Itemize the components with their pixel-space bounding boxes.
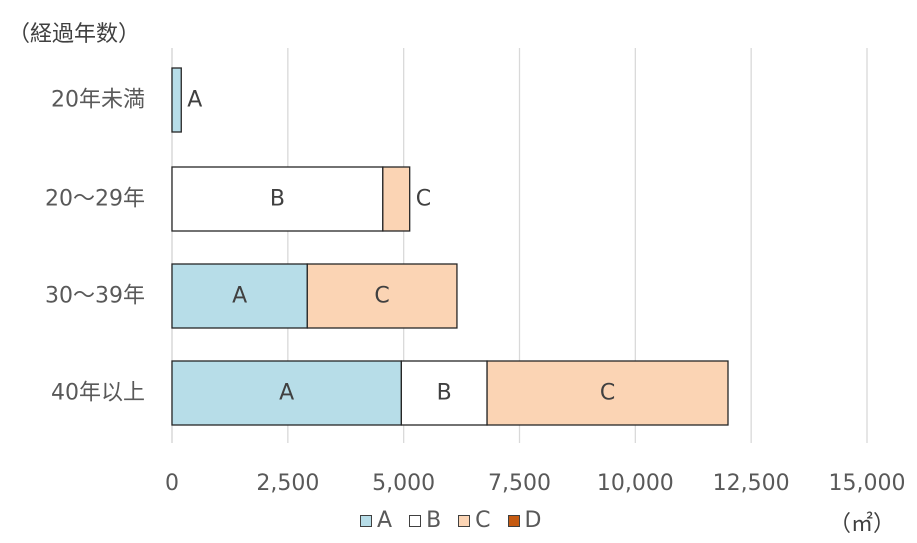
legend-label-c: C [475,508,491,533]
legend-item-a: A [360,508,392,533]
bar-segment-label: C [600,381,615,406]
bar-segment-label: A [279,381,294,406]
category-label: 40年以上 [51,381,145,406]
bar-segment [171,166,384,232]
category-labels: 20年未満 20〜29年 30〜39年 40年以上 [45,88,145,406]
bars: A B C A C A B C [171,67,729,426]
bar-segment-label: C [374,284,389,309]
bar-segment [306,263,458,329]
bar-segment-label: C [416,187,431,212]
category-label: 20〜29年 [45,187,145,212]
legend-label-a: A [377,508,393,533]
x-tick-label: 15,000 [829,471,906,496]
bar-segment [382,166,411,232]
legend-label-b: B [426,508,442,533]
legend-swatch-d [507,514,520,527]
bar-segment [486,360,729,426]
bar-segment [171,263,308,329]
bar-segment-label: B [270,187,285,212]
legend-swatch-a [360,514,372,527]
bar-segment [171,360,403,426]
bar-segment [171,67,182,133]
x-tick-label: 5,000 [372,471,435,496]
category-label: 20年未満 [51,88,145,113]
unit-label: （㎡） [828,512,895,537]
bar-segment-label: A [187,88,202,113]
legend-swatch-b [409,514,422,527]
bar-segment-label: A [232,284,247,309]
x-tick-label: 12,500 [713,471,790,496]
bar-segment-label: B [437,381,452,406]
y-axis-title: （経過年数） [8,22,141,47]
legend-label-d: D [524,508,542,533]
legend: A B C D [360,508,558,533]
x-tick-label: 10,000 [597,471,674,496]
stacked-bar-chart: A B C A C A B C 20年未満 20〜29年 30〜39年 40年以上 0 2,500 5,… [45,48,905,496]
legend-item-c: C [458,508,491,533]
x-tick-label: 0 [165,471,179,496]
legend-item-d: D [507,508,542,533]
legend-swatch-c [458,514,471,527]
x-tick-labels: 0 2,500 5,000 7,500 10,000 12,500 15,000 [165,471,905,496]
category-label: 30〜39年 [45,284,145,309]
bar-segment [400,360,488,426]
x-tick-label: 2,500 [256,471,319,496]
legend-item-b: B [409,508,441,533]
x-tick-label: 7,500 [488,471,551,496]
